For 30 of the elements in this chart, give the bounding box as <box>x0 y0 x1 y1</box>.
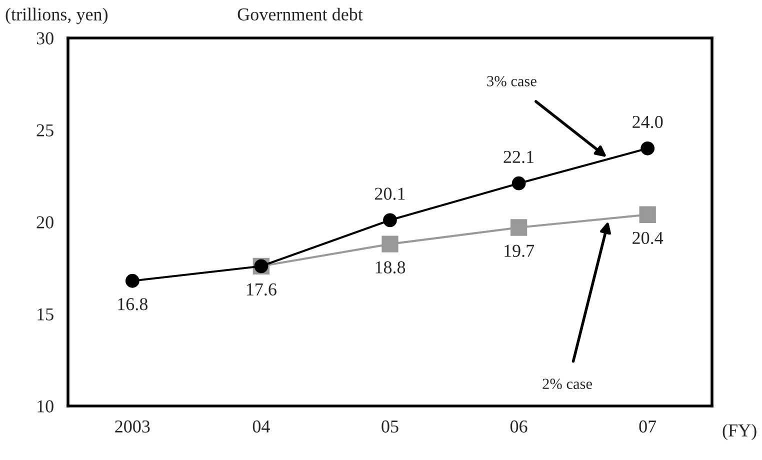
text: 2% case <box>542 378 592 390</box>
y-tick-label: 30 <box>36 32 54 44</box>
point <box>512 176 526 190</box>
point <box>382 236 398 252</box>
text: 3% case <box>487 76 536 86</box>
x-tick-label: 05 <box>382 420 398 433</box>
y-tick-label: 15 <box>38 308 54 320</box>
data-label: 24.0 <box>632 116 663 128</box>
data-label: 19.7 <box>504 244 534 257</box>
data-label: 18.8 <box>376 261 406 274</box>
point <box>510 219 528 236</box>
data-label: 20.4 <box>632 232 664 244</box>
point <box>125 274 140 288</box>
data-label: 16.8 <box>118 298 148 310</box>
chart-title: Government debt <box>238 8 363 21</box>
point <box>640 141 655 156</box>
data-label: 20.1 <box>374 188 405 200</box>
x-tick-label: 07 <box>639 420 656 433</box>
y-tick-label: 20 <box>36 216 54 228</box>
data-label: 22.1 <box>504 150 534 164</box>
data-label: 17.6 <box>246 283 276 296</box>
y-tick-label: 25 <box>36 124 54 136</box>
x-tick-label: 06 <box>510 420 528 433</box>
x-tick-label: 04 <box>252 420 270 433</box>
y-axis-title: (trillions, yen) <box>6 8 108 24</box>
point <box>383 213 397 228</box>
y-tick-label: 10 <box>38 400 54 412</box>
point <box>639 206 656 223</box>
x-axis-title: (FY) <box>722 424 756 440</box>
x-tick-label: 2003 <box>115 420 150 433</box>
